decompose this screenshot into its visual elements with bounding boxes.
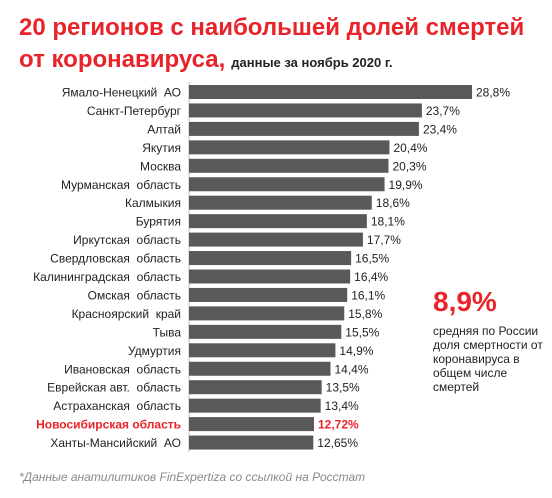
value-label: 12,65% [317,436,358,450]
category-label: Тыва [153,325,182,339]
category-label: Иркутская область [73,233,181,247]
category-label: Бурятия [136,215,181,229]
average-note: средняя по России доля смертности от кор… [433,324,543,394]
category-label: Ямало-Ненецкий АО [62,86,181,100]
bar [189,103,422,118]
category-label: Ханты-Мансийский АО [50,436,181,450]
category-label: Удмуртия [128,344,181,358]
category-label: Омская область [88,288,181,302]
bar [189,398,321,413]
value-label: 13,4% [325,399,359,413]
bar [189,158,389,173]
value-label: 18,6% [376,196,410,210]
category-label: Красноярский край [72,307,181,321]
bar [189,85,472,99]
value-label: 13,5% [326,381,360,395]
value-label: 15,8% [348,307,382,321]
bar [189,417,314,432]
category-label: Санкт-Петербург [87,104,182,118]
category-label: Калмыкия [125,196,181,210]
bar [189,140,390,155]
bar [189,177,385,192]
value-label: 16,1% [351,288,385,302]
value-label: 12,72% [318,418,359,432]
chart-title-line-2: от коронавируса, данные за ноябрь 2020 г. [19,46,393,73]
category-label: Астраханская область [53,399,181,413]
bar [189,306,345,321]
category-label: Алтай [147,122,181,136]
category-label: Калининградская область [33,270,181,284]
bar [189,287,348,302]
category-label: Свердловская область [50,252,181,266]
category-label: Новосибирская область [36,418,181,432]
bar [189,361,331,376]
category-label: Мурманская область [61,178,181,192]
bar [189,121,419,136]
value-label: 16,5% [355,252,389,266]
value-label: 18,1% [371,215,405,229]
value-label: 20,3% [392,159,426,173]
value-label: 14,4% [335,362,369,376]
value-label: 16,4% [354,270,388,284]
average-value: 8,9% [433,286,497,317]
value-label: 23,4% [423,122,457,136]
category-label: Москва [140,159,181,173]
value-label: 28,8% [476,86,510,100]
bar [189,380,322,395]
category-label: Ивановская область [64,362,181,376]
value-label: 14,9% [339,344,373,358]
chart-subtitle: данные за ноябрь 2020 г. [231,55,393,70]
bar [189,232,363,247]
source-note: *Данные анатилитиков FinExpertiza со ссы… [19,470,366,484]
bar [189,343,336,358]
value-label: 19,9% [389,178,423,192]
bar [189,195,372,210]
value-label: 15,5% [345,325,379,339]
value-label: 20,4% [393,141,427,155]
bar [189,435,314,450]
value-label: 17,7% [367,233,401,247]
bar [189,324,342,339]
chart-title: 20 регионов с наибольшей долей смертей [19,14,525,41]
bar [189,269,351,284]
category-label: Якутия [142,141,181,155]
bar [189,214,367,229]
bar [189,251,352,266]
value-label: 23,7% [426,104,460,118]
category-label: Еврейская авт. область [47,381,181,395]
